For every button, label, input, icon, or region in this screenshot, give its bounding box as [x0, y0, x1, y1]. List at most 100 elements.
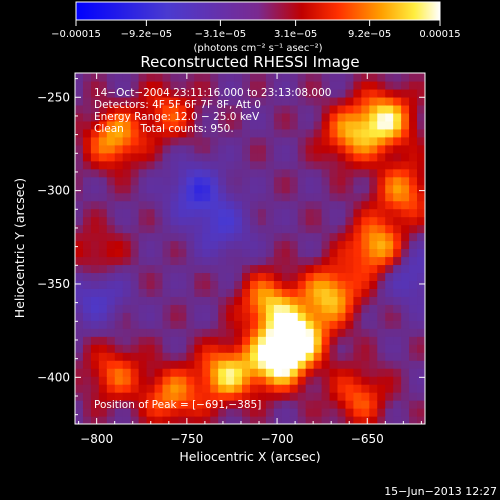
- heatmap-cell: [273, 144, 283, 154]
- heatmap-cell: [218, 328, 227, 337]
- heatmap-cell: [82, 216, 92, 226]
- heatmap-cell: [114, 184, 124, 194]
- heatmap-cell: [146, 288, 156, 297]
- heatmap-cell: [82, 320, 92, 329]
- heatmap-cell: [194, 136, 203, 146]
- heatmap-cell: [114, 264, 124, 274]
- heatmap-cell: [138, 256, 148, 266]
- heatmap-cell: [289, 336, 299, 345]
- heatmap-cell: [337, 88, 347, 98]
- heatmap-cell: [273, 368, 283, 377]
- heatmap-cell: [257, 280, 267, 289]
- heatmap-cell: [234, 320, 243, 329]
- heatmap-cell: [130, 416, 140, 424]
- heatmap-cell: [329, 184, 339, 194]
- heatmap-cell: [234, 408, 243, 417]
- heatmap-cell: [345, 176, 355, 186]
- heatmap-cell: [265, 240, 275, 250]
- heatmap-cell: [75, 192, 84, 202]
- heatmap-cell: [130, 96, 140, 106]
- heatmap-cell: [210, 416, 219, 424]
- heatmap-cell: [305, 80, 315, 90]
- heatmap-cell: [138, 80, 148, 90]
- heatmap-cell: [154, 160, 164, 170]
- heatmap-cell: [321, 376, 331, 385]
- heatmap-cell: [82, 73, 92, 82]
- heatmap-cell: [178, 408, 187, 417]
- heatmap-cell: [170, 256, 180, 266]
- heatmap-cell: [122, 73, 132, 82]
- heatmap-cell: [226, 272, 235, 282]
- heatmap-cell: [409, 80, 418, 90]
- heatmap-cell: [289, 272, 299, 282]
- heatmap-cell: [82, 192, 92, 202]
- heatmap-cell: [146, 96, 156, 106]
- heatmap-cell: [265, 344, 275, 353]
- heatmap-cell: [218, 168, 227, 178]
- heatmap-cell: [329, 128, 339, 138]
- heatmap-cell: [218, 136, 227, 146]
- heatmap-cell: [305, 232, 315, 242]
- heatmap-cell: [122, 336, 132, 345]
- heatmap-cell: [369, 184, 378, 194]
- heatmap-cell: [305, 352, 315, 361]
- heatmap-cell: [186, 344, 195, 353]
- heatmap-cell: [130, 120, 140, 130]
- heatmap-cell: [313, 80, 323, 90]
- heatmap-cell: [369, 216, 378, 226]
- heatmap-cell: [409, 384, 418, 393]
- heatmap-cell: [146, 256, 156, 266]
- heatmap-cell: [377, 176, 386, 186]
- heatmap-cell: [281, 232, 291, 242]
- heatmap-cell: [273, 96, 283, 106]
- heatmap-cell: [242, 336, 251, 345]
- heatmap-cell: [329, 152, 339, 162]
- heatmap-cell: [313, 264, 323, 274]
- heatmap-cell: [90, 288, 100, 297]
- heatmap-cell: [202, 272, 211, 282]
- heatmap-cell: [377, 288, 386, 297]
- heatmap-cell: [90, 352, 100, 361]
- heatmap-cell: [106, 192, 116, 202]
- heatmap-cell: [321, 80, 331, 90]
- heatmap-cell: [401, 416, 410, 424]
- heatmap-cell: [186, 304, 195, 313]
- heatmap-cell: [130, 256, 140, 266]
- heatmap-cell: [130, 88, 140, 98]
- heatmap-cell: [82, 80, 92, 90]
- heatmap-cell: [321, 160, 331, 170]
- heatmap-cell: [385, 120, 394, 130]
- heatmap-cell: [273, 360, 283, 369]
- heatmap-cell: [417, 272, 425, 282]
- heatmap-cell: [250, 136, 259, 146]
- heatmap-cell: [122, 352, 132, 361]
- heatmap-cell: [154, 136, 164, 146]
- heatmap-cell: [297, 376, 307, 385]
- heatmap-cell: [210, 96, 219, 106]
- heatmap-cell: [98, 296, 108, 305]
- heatmap-cell: [130, 272, 140, 282]
- heatmap-cell: [162, 272, 172, 282]
- heatmap-cell: [417, 368, 425, 377]
- heatmap-cell: [417, 112, 425, 122]
- heatmap-cell: [90, 200, 100, 210]
- heatmap-cell: [186, 392, 195, 401]
- heatmap-cell: [289, 160, 299, 170]
- heatmap-cell: [218, 208, 227, 218]
- heatmap-cell: [194, 232, 203, 242]
- heatmap-cell: [186, 73, 195, 82]
- heatmap-cell: [409, 320, 418, 329]
- heatmap-cell: [146, 248, 156, 258]
- heatmap-cell: [218, 160, 227, 170]
- heatmap-cell: [162, 304, 172, 313]
- heatmap-cell: [281, 304, 291, 313]
- heatmap-cell: [242, 120, 251, 130]
- heatmap-cell: [194, 368, 203, 377]
- heatmap-cell: [162, 88, 172, 98]
- heatmap-cell: [281, 112, 291, 122]
- heatmap-cell: [385, 160, 394, 170]
- heatmap-cell: [257, 368, 267, 377]
- heatmap-cell: [82, 400, 92, 409]
- heatmap-cell: [385, 232, 394, 242]
- heatmap-cell: [90, 232, 100, 242]
